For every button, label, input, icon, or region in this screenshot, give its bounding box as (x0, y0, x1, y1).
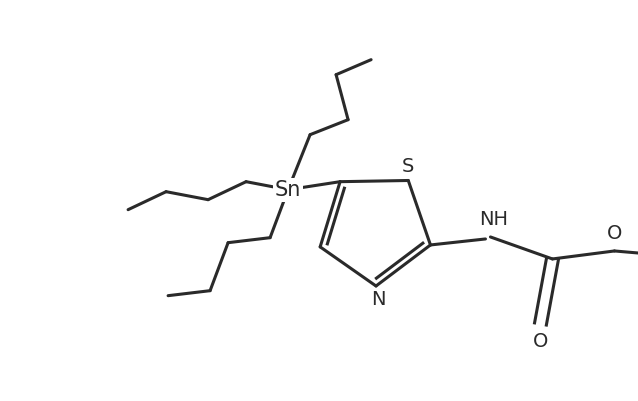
Text: O: O (607, 224, 622, 243)
Text: O: O (533, 332, 548, 351)
Text: S: S (402, 158, 415, 176)
Text: N: N (371, 290, 385, 309)
Text: NH: NH (479, 210, 508, 229)
Text: Sn: Sn (275, 180, 301, 200)
